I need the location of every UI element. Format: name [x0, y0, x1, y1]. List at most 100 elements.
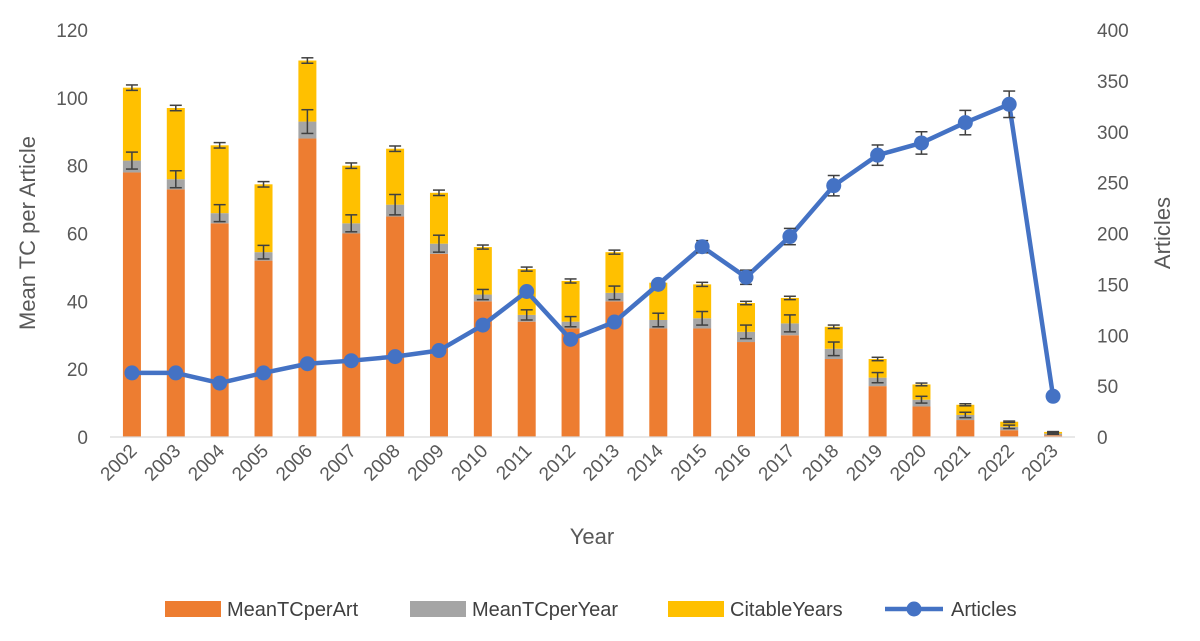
bar-CitableYears-2017	[780, 297, 799, 324]
x-tick-label: 2020	[886, 441, 931, 486]
x-tick-label: 2023	[1018, 441, 1063, 486]
x-tick-label: 2021	[930, 441, 975, 486]
x-tick-label: 2018	[799, 441, 844, 486]
bar-CitableYears-2015	[693, 284, 712, 319]
bar-MeanTCperArt-2017	[780, 335, 799, 437]
bar-MeanTCperArt-2012	[561, 328, 580, 437]
bar-CitableYears-2007	[342, 165, 361, 224]
bar-CitableYears-2006	[298, 60, 317, 122]
bar-MeanTCperArt-2019	[868, 386, 887, 437]
y2-tick-label: 50	[1097, 377, 1118, 398]
point-Articles-2006	[299, 356, 315, 372]
legend-label-CitableYears: CitableYears	[730, 599, 843, 621]
bar-CitableYears-2009	[429, 192, 448, 244]
y2-tick-label: 0	[1097, 428, 1108, 449]
legend-marker-Articles	[906, 601, 922, 617]
point-Articles-2012	[563, 331, 579, 347]
bar-CitableYears-2021	[956, 404, 975, 415]
bar-MeanTCperArt-2011	[517, 321, 536, 437]
bar-MeanTCperArt-2010	[473, 301, 492, 437]
x-tick-label: 2022	[974, 441, 1019, 486]
point-Articles-2003	[168, 365, 184, 381]
legend-label-Articles: Articles	[951, 599, 1017, 621]
y2-axis-title: Articles	[1150, 197, 1175, 269]
point-Articles-2018	[826, 178, 842, 194]
point-Articles-2004	[212, 375, 228, 391]
bar-MeanTCperArt-2018	[824, 358, 843, 437]
x-tick-label: 2005	[228, 441, 273, 486]
point-Articles-2013	[606, 314, 622, 330]
bar-MeanTCperArt-2023	[1044, 435, 1063, 437]
x-tick-label: 2002	[97, 441, 142, 486]
error-bar-layer	[125, 57, 1060, 436]
bar-CitableYears-2014	[649, 282, 668, 320]
bar-MeanTCperArt-2004	[210, 223, 229, 437]
point-Articles-2023	[1045, 388, 1061, 404]
point-Articles-2007	[343, 353, 359, 369]
y-tick-label: 120	[56, 21, 88, 42]
point-Articles-2014	[650, 276, 666, 292]
point-Articles-2002	[124, 365, 140, 381]
bar-CitableYears-2013	[605, 252, 624, 293]
bar-CitableYears-2005	[254, 184, 273, 253]
x-tick-label: 2004	[184, 440, 229, 485]
line-layer	[124, 90, 1061, 404]
bar-MeanTCperArt-2006	[298, 138, 317, 438]
y-tick-label: 60	[67, 225, 88, 246]
point-Articles-2010	[475, 317, 491, 333]
bar-CitableYears-2012	[561, 280, 580, 322]
legend-swatch-MeanTCperYear	[410, 601, 466, 617]
y2-tick-label: 350	[1097, 72, 1129, 93]
bar-CitableYears-2003	[166, 108, 185, 180]
x-tick-label: 2013	[579, 441, 624, 486]
y-tick-label: 80	[67, 157, 88, 178]
bar-MeanTCperArt-2008	[386, 216, 405, 437]
y2-tick-label: 200	[1097, 225, 1129, 246]
x-tick-label: 2003	[141, 441, 186, 486]
point-Articles-2011	[519, 283, 535, 299]
legend-swatch-MeanTCperArt	[165, 601, 221, 617]
y-axis-title: Mean TC per Article	[15, 136, 40, 330]
y-tick-label: 0	[77, 428, 88, 449]
legend-item-MeanTCperYear: MeanTCperYear	[410, 599, 618, 621]
legend-item-CitableYears: CitableYears	[668, 599, 843, 621]
point-Articles-2015	[694, 239, 710, 255]
bar-MeanTCperArt-2005	[254, 260, 273, 437]
y2-tick-label: 250	[1097, 174, 1129, 195]
y2-tick-label: 150	[1097, 275, 1129, 296]
x-tick-label: 2007	[316, 441, 361, 486]
x-tick-label: 2019	[842, 441, 887, 486]
y2-tick-label: 300	[1097, 123, 1129, 144]
legend-label-MeanTCperYear: MeanTCperYear	[472, 599, 618, 621]
bar-CitableYears-2018	[824, 326, 843, 349]
x-tick-label: 2006	[272, 441, 317, 486]
bar-CitableYears-2010	[473, 247, 492, 295]
x-tick-label: 2010	[448, 441, 493, 486]
legend-label-MeanTCperArt: MeanTCperArt	[227, 599, 359, 621]
x-tick-label: 2009	[404, 441, 449, 486]
x-tick-label: 2015	[667, 441, 712, 486]
bar-CitableYears-2022	[1000, 421, 1019, 427]
x-tick-label: 2016	[711, 441, 756, 486]
bar-MeanTCperArt-2003	[166, 189, 185, 437]
bar-MeanTCperArt-2020	[912, 406, 931, 437]
bar-MeanTCperArt-2007	[342, 233, 361, 437]
legend-item-MeanTCperArt: MeanTCperArt	[165, 599, 359, 621]
y2-tick-label: 400	[1097, 21, 1129, 42]
x-tick-label: 2008	[360, 441, 405, 486]
bar-CitableYears-2002	[122, 87, 141, 161]
x-tick-label: 2012	[535, 441, 580, 486]
bar-MeanTCperArt-2002	[122, 172, 141, 437]
point-Articles-2020	[913, 135, 929, 151]
line-Articles	[131, 102, 1056, 397]
legend-item-Articles: Articles	[885, 599, 1017, 621]
y-tick-label: 40	[67, 292, 88, 313]
point-Articles-2021	[957, 115, 973, 131]
bar-MeanTCperArt-2021	[956, 420, 975, 437]
x-tick-label: 2014	[623, 440, 668, 485]
point-Articles-2008	[387, 349, 403, 365]
bar-MeanTCperArt-2016	[737, 342, 756, 437]
bar-CitableYears-2008	[386, 148, 405, 205]
y2-tick-label: 100	[1097, 326, 1129, 347]
